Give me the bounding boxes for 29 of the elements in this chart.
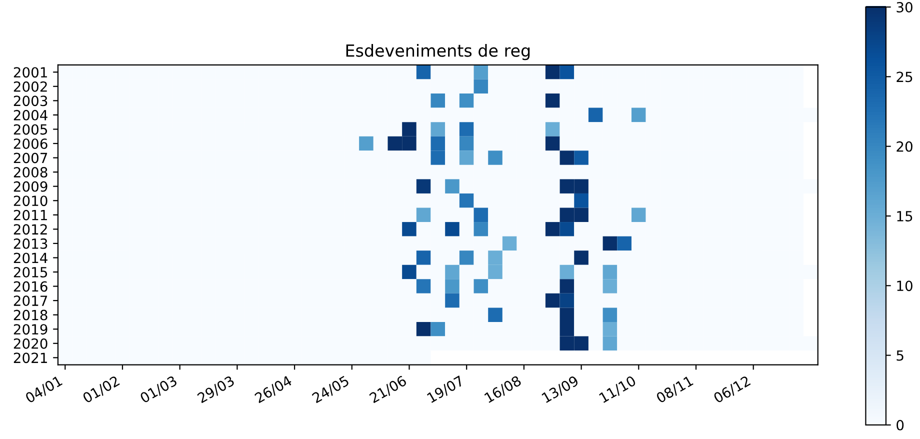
y-tick-label: 2008 xyxy=(14,167,48,178)
color-bar-label: 30 xyxy=(896,2,912,12)
color-bar-label: 20 xyxy=(896,141,912,152)
y-tick-label: 2018 xyxy=(14,310,48,320)
color-bar-label: 0 xyxy=(896,420,904,430)
y-tick-label: 2011 xyxy=(14,210,47,220)
y-tick-label: 2019 xyxy=(14,324,48,335)
y-tick-label: 2007 xyxy=(14,152,48,164)
y-tick-label: 2015 xyxy=(14,266,48,278)
chart-title: Esdeveniments de reg xyxy=(346,44,530,60)
color-bar-label: 5 xyxy=(896,350,904,361)
y-tick-label: 2006 xyxy=(14,138,48,149)
y-tick-label: 2012 xyxy=(14,224,47,235)
y-tick-label: 2010 xyxy=(14,196,48,206)
y-tick-label: 2001 xyxy=(14,67,47,78)
color-bar-label: 10 xyxy=(897,280,912,292)
y-tick-label: 2013 xyxy=(14,238,48,249)
y-tick-label: 2014 xyxy=(14,252,48,264)
y-tick-label: 2005 xyxy=(14,124,48,135)
y-tick-label: 2017 xyxy=(14,296,48,306)
y-tick-label: 2002 xyxy=(14,81,47,92)
y-tick-label: 2016 xyxy=(14,281,48,292)
y-tick-label: 2003 xyxy=(14,96,48,106)
y-tick-label: 2009 xyxy=(14,181,48,192)
y-tick-label: 2004 xyxy=(14,110,48,120)
color-bar-label: 25 xyxy=(896,72,912,82)
color-bar-label: 15 xyxy=(897,211,912,222)
y-tick-label: 2021 xyxy=(14,352,47,364)
y-tick-label: 2020 xyxy=(14,338,48,349)
